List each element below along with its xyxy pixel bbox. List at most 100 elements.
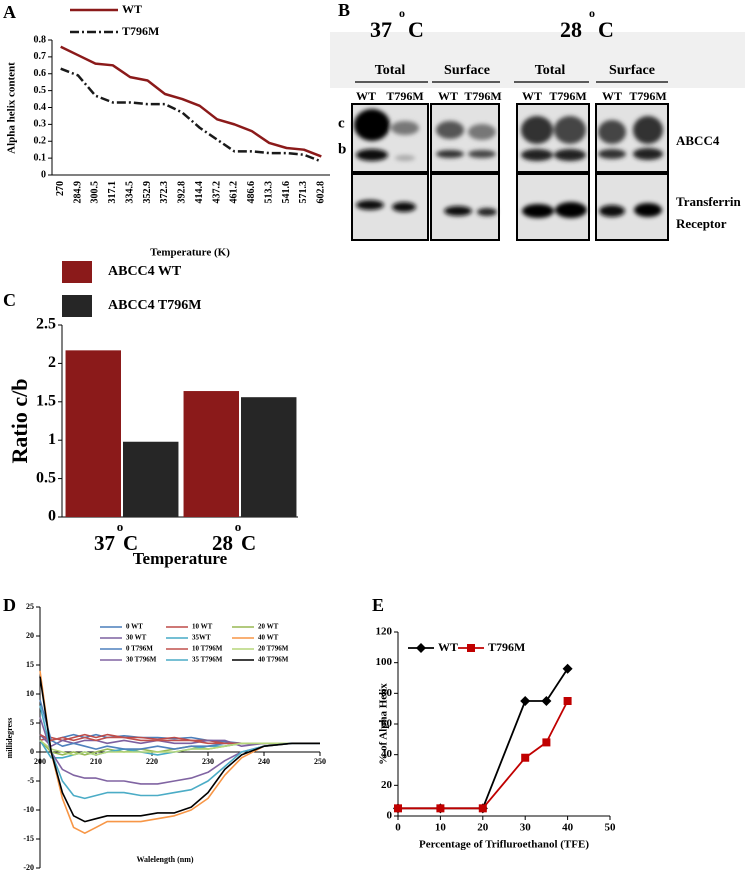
x-tick-label: 602.8 — [316, 181, 327, 204]
legend-label: 30 T796M — [126, 656, 157, 664]
y-tick-label: 0 — [41, 169, 46, 180]
legend-label: 35WT — [192, 634, 211, 642]
x-tick-label: 334.5 — [124, 181, 135, 204]
x-tick-label: 0 — [395, 822, 401, 834]
y-tick-label: -15 — [23, 834, 34, 843]
y-tick-label: 20 — [381, 779, 393, 791]
blot-bands — [354, 109, 663, 218]
x-tick-label: 200 — [34, 757, 46, 766]
x-tick-label: 240 — [258, 757, 270, 766]
y-tick-label: 0.5 — [34, 85, 47, 96]
series-line — [39, 670, 320, 834]
legend-swatch — [62, 295, 92, 317]
x-tick-unit: C — [123, 531, 138, 555]
lane-label: T796M — [549, 89, 586, 103]
legend-swatch — [62, 261, 92, 283]
x-tick-label: 20 — [477, 822, 489, 834]
marker — [562, 663, 573, 674]
panel-label: A — [3, 2, 16, 22]
marker — [563, 697, 572, 705]
series-line — [39, 676, 320, 823]
temperature: 37 — [370, 17, 392, 42]
x-tick-label: 40 — [562, 822, 574, 834]
fraction: Total — [375, 63, 406, 78]
series-line — [39, 739, 320, 756]
legend-label: WT — [438, 640, 458, 654]
x-tick-label: 10 — [435, 822, 447, 834]
x-tick-label: 284.9 — [72, 181, 83, 204]
protein-label: Receptor — [676, 216, 727, 231]
y-tick-label: 0 — [387, 810, 393, 822]
y-tick-label: 20 — [26, 631, 34, 640]
x-axis-label: Percentage of Trifluroethanol (TFE) — [419, 839, 589, 851]
x-tick-label: 461.2 — [229, 181, 240, 204]
legend-label: 10 WT — [192, 623, 213, 631]
y-tick-label: 0.1 — [34, 152, 47, 163]
x-tick-label: 210 — [90, 757, 102, 766]
legend-label: 40 WT — [258, 634, 279, 642]
legend-label: 40 T796M — [258, 656, 289, 664]
fraction: Surface — [444, 63, 490, 78]
y-tick-label: 0.7 — [34, 51, 47, 62]
y-tick-label: 0.3 — [34, 119, 47, 130]
y-tick-label: 0 — [48, 508, 56, 525]
x-tick-degree: o — [117, 519, 124, 534]
legend-label: ABCC4 WT — [108, 264, 182, 279]
x-tick-label: 317.1 — [107, 181, 118, 204]
panel-label: B — [338, 0, 350, 20]
x-tick-degree: o — [235, 519, 242, 534]
temperature-unit: C — [408, 17, 424, 42]
y-tick-label: 80 — [381, 687, 393, 699]
temperature-unit: C — [598, 17, 614, 42]
x-tick-label: 270 — [55, 181, 66, 196]
y-tick-label: 0.4 — [34, 102, 47, 113]
x-tick-label: 513.3 — [263, 181, 274, 204]
x-axis-label: Temperature — [133, 549, 228, 568]
legend-marker — [416, 643, 426, 653]
fraction: Total — [535, 63, 566, 78]
y-tick-label: 1.5 — [36, 392, 56, 409]
legend-label: 20 T796M — [258, 645, 289, 653]
blot-panel: B 37 o C 28 o C Total Surface Total Surf… — [330, 0, 745, 241]
y-tick-label: -20 — [23, 863, 34, 872]
marker — [478, 804, 487, 813]
legend-label: 0 WT — [126, 623, 143, 631]
legend-label: WT — [122, 2, 142, 16]
y-tick-label: 100 — [376, 656, 393, 668]
lane-label: T796M — [386, 89, 423, 103]
marker — [542, 738, 551, 747]
marker — [541, 696, 552, 706]
x-axis-label: Temperature (K) — [150, 247, 230, 259]
bar — [123, 441, 179, 517]
legend-label: 10 T796M — [192, 645, 223, 653]
y-tick-label: 2.5 — [36, 316, 56, 333]
x-tick-label: 486.6 — [246, 181, 257, 204]
y-tick-label: 0.6 — [34, 68, 47, 79]
panel-label: C — [3, 290, 16, 310]
panel-label: D — [3, 595, 16, 615]
lane-label: WT — [522, 89, 542, 103]
bar — [241, 397, 297, 517]
band-label: c — [338, 115, 345, 131]
y-tick-label: -5 — [27, 776, 34, 785]
y-tick-label: 60 — [381, 718, 393, 730]
series-line — [39, 734, 320, 747]
x-axis-label: Walelength (nm) — [136, 855, 193, 864]
series-line — [398, 668, 569, 810]
legend-label: T796M — [488, 640, 525, 654]
lane-label: WT — [438, 89, 458, 103]
y-axis-label: Ratio c/b — [7, 379, 32, 464]
legend-label: T796M — [122, 24, 159, 38]
lane-label: T796M — [464, 89, 501, 103]
marker — [521, 753, 530, 762]
y-tick-label: 15 — [26, 660, 34, 669]
legend-label: 30 WT — [126, 634, 147, 642]
x-tick-label: 250 — [314, 757, 326, 766]
marker — [436, 804, 445, 813]
y-tick-label: 0.8 — [34, 34, 47, 45]
y-tick-label: 0.2 — [34, 136, 47, 147]
temperature: 28 — [560, 17, 582, 42]
y-tick-label: 10 — [26, 689, 34, 698]
legend-label: 35 T796M — [192, 656, 223, 664]
